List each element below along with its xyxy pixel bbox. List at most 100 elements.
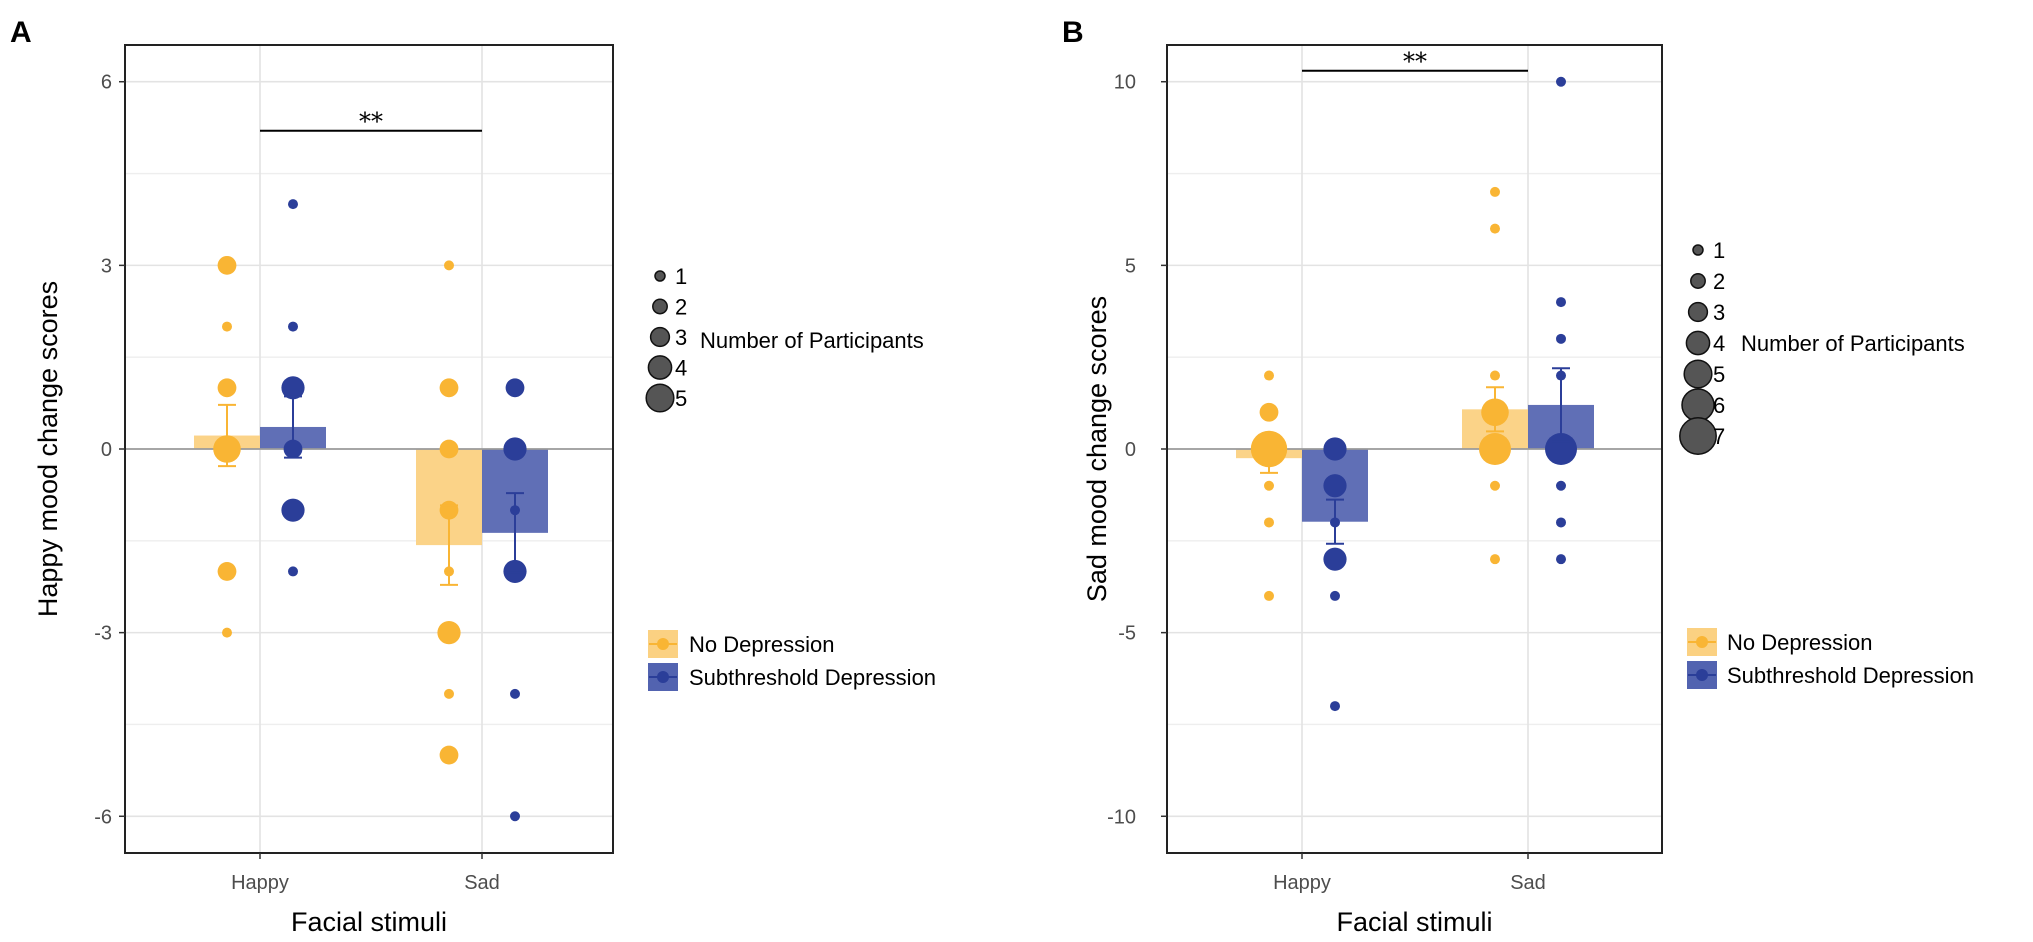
data-point-subthreshold <box>281 376 305 400</box>
significance-label: ** <box>1403 48 1427 76</box>
legend-key-dot <box>657 638 669 650</box>
y-tick-label: 6 <box>101 72 112 94</box>
size-legend-key <box>654 270 666 282</box>
y-tick-label: -6 <box>94 806 112 828</box>
y-tick-label: 0 <box>101 439 112 461</box>
x-axis-title: Facial stimuli <box>1336 907 1492 937</box>
size-legend-title: Number of Participants <box>1741 331 1965 356</box>
data-point-no_depression <box>439 745 459 765</box>
group-legend: No Depression Subthreshold Depression <box>648 630 936 691</box>
y-axis-title: Happy mood change scores <box>33 281 63 617</box>
data-point-no_depression <box>222 627 232 638</box>
x-axis-title: Facial stimuli <box>291 907 447 937</box>
data-point-no_depression <box>444 688 454 699</box>
data-point-subthreshold <box>1330 701 1340 712</box>
data-point-subthreshold <box>1556 76 1566 87</box>
data-point-subthreshold <box>510 688 520 699</box>
data-point-no_depression <box>1264 517 1274 528</box>
data-point-subthreshold <box>288 199 298 210</box>
data-point-no_depression <box>1490 480 1500 491</box>
size-legend-label: 4 <box>1713 331 1725 356</box>
data-point-subthreshold <box>1556 554 1566 565</box>
data-point-subthreshold <box>505 378 525 398</box>
panel-a: A ** -6 -3 0 3 6 Happy Sad Facial stimuli Happy mo… <box>10 16 936 937</box>
y-tick-label: 3 <box>101 255 112 277</box>
legend-key-dot <box>1696 636 1708 648</box>
data-point-subthreshold <box>1323 474 1347 498</box>
y-tick-label: -5 <box>1118 623 1136 645</box>
size-legend-key <box>652 298 668 315</box>
data-point-subthreshold <box>503 437 527 461</box>
data-point-no_depression <box>439 378 459 398</box>
data-point-no_depression <box>437 621 461 645</box>
data-point-no_depression <box>1490 370 1500 381</box>
size-legend-label: 1 <box>675 264 687 289</box>
legend-key-dot <box>657 671 669 683</box>
size-legend-label: 4 <box>675 356 687 381</box>
data-point-no_depression <box>444 260 454 271</box>
panel-letter: B <box>1062 16 1084 49</box>
size-legend-label: 3 <box>1713 300 1725 325</box>
data-point-subthreshold <box>1556 333 1566 344</box>
size-legend-label: 5 <box>1713 362 1725 387</box>
x-tick-label: Sad <box>464 872 500 894</box>
data-point-no_depression <box>1264 370 1274 381</box>
data-point-no_depression <box>1259 402 1279 422</box>
legend-label-subthreshold: Subthreshold Depression <box>689 665 936 690</box>
size-legend-key <box>1681 388 1715 422</box>
data-point-no_depression <box>1490 554 1500 565</box>
y-tick-label: 5 <box>1125 255 1136 277</box>
size-legend-key <box>649 326 671 348</box>
legend-label-subthreshold: Subthreshold Depression <box>1727 663 1974 688</box>
legend-label-no_depression: No Depression <box>689 632 835 657</box>
y-tick-label: -3 <box>94 623 112 645</box>
data-point-no_depression <box>439 439 459 459</box>
data-point-subthreshold <box>1323 437 1347 461</box>
data-point-no_depression <box>1490 223 1500 234</box>
data-point-no_depression <box>1490 186 1500 197</box>
size-legend-key <box>1692 244 1704 256</box>
legend-key-dot <box>1696 669 1708 681</box>
size-legend-key <box>1685 330 1711 356</box>
size-legend: 1 2 3 4 5 6 7 Number of Participants <box>1679 238 1965 455</box>
data-point-subthreshold <box>1330 590 1340 601</box>
size-legend-label: 7 <box>1713 424 1725 449</box>
y-tick-label: 10 <box>1114 72 1136 94</box>
size-legend-label: 2 <box>675 295 687 320</box>
data-point-no_depression <box>217 562 237 581</box>
group-legend: No Depression Subthreshold Depression <box>1687 628 1974 689</box>
panel-b: B ** -10 -5 0 5 10 Happy Sad Facial stimuli Sad mo… <box>1062 16 1974 937</box>
data-point-subthreshold <box>288 321 298 332</box>
data-point-no_depression <box>1264 590 1274 601</box>
significance-label: ** <box>359 108 383 136</box>
data-point-subthreshold <box>1556 297 1566 308</box>
legend-label-no_depression: No Depression <box>1727 630 1873 655</box>
size-legend-title: Number of Participants <box>700 328 924 353</box>
data-point-subthreshold <box>1556 480 1566 491</box>
size-legend-label: 3 <box>675 325 687 350</box>
size-legend-label: 5 <box>675 386 687 411</box>
data-point-no_depression <box>222 321 232 332</box>
data-point-no_depression <box>217 255 237 275</box>
data-point-subthreshold <box>510 811 520 822</box>
size-legend-label: 2 <box>1713 269 1725 294</box>
y-tick-label: 0 <box>1125 439 1136 461</box>
data-point-subthreshold <box>1556 517 1566 528</box>
data-point-subthreshold <box>288 566 298 577</box>
size-legend-key <box>647 355 673 380</box>
x-tick-label: Happy <box>1273 872 1331 894</box>
x-tick-label: Happy <box>231 872 289 894</box>
size-legend: 1 2 3 4 5 Number of Participants <box>645 264 924 413</box>
size-legend-label: 6 <box>1713 393 1725 418</box>
size-legend-label: 1 <box>1713 238 1725 263</box>
data-point-no_depression <box>1264 480 1274 491</box>
size-legend-key <box>1690 273 1706 289</box>
size-legend-key <box>1679 417 1717 455</box>
x-tick-label: Sad <box>1510 872 1546 894</box>
y-axis-title: Sad mood change scores <box>1082 296 1112 602</box>
data-point-no_depression <box>1479 433 1511 465</box>
data-point-subthreshold <box>281 498 305 522</box>
data-point-subthreshold <box>1323 547 1347 571</box>
size-legend-key <box>1687 301 1709 323</box>
